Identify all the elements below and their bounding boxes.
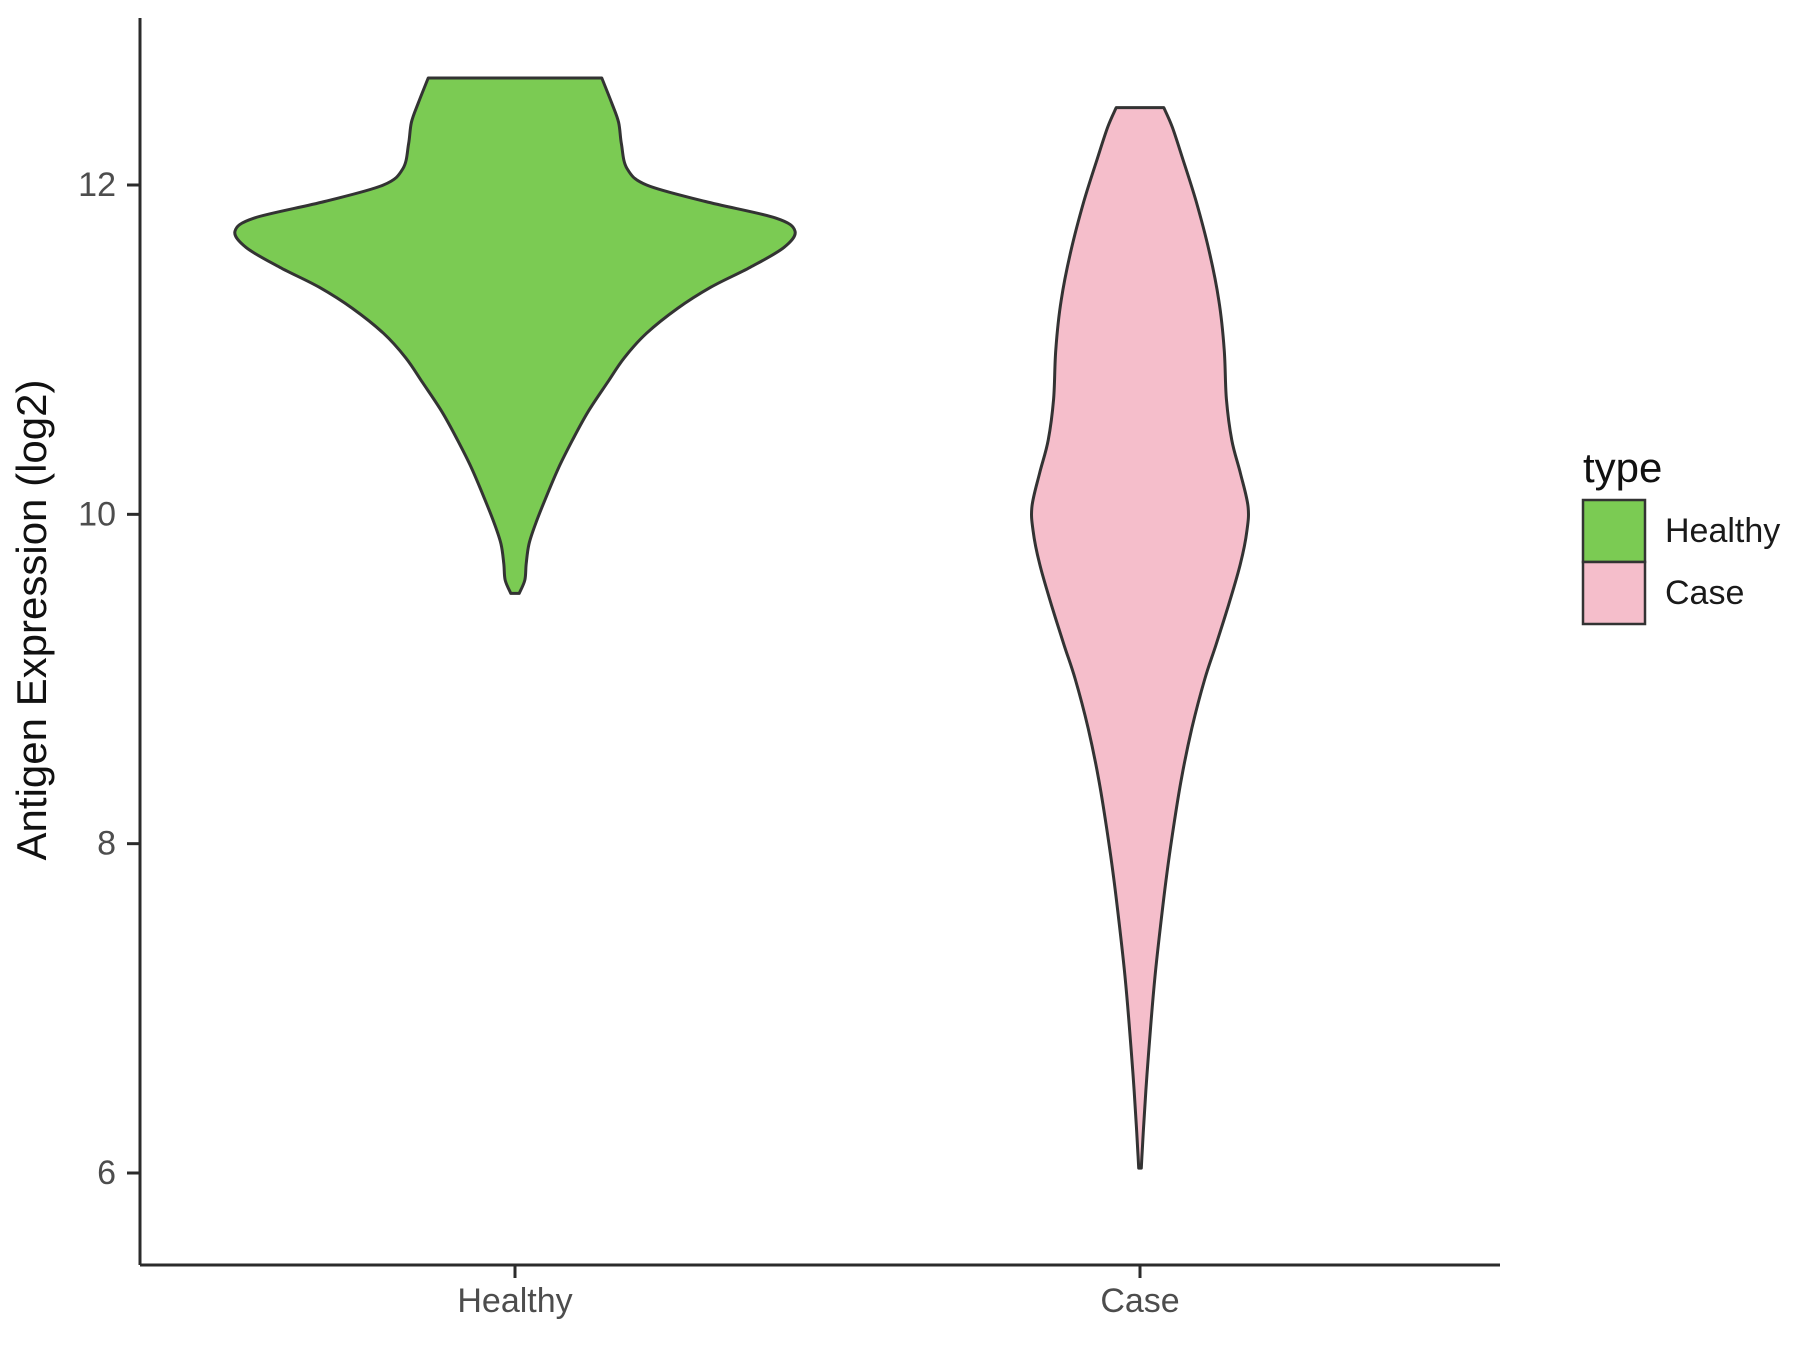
legend-label-healthy: Healthy	[1665, 512, 1780, 550]
y-axis-ticks: 6 8 10 12	[78, 166, 140, 1192]
violin-case	[1030, 106, 1250, 1170]
legend-label-case: Case	[1665, 574, 1744, 612]
y-tick-label: 10	[78, 495, 116, 533]
y-axis-title: Antigen Expression (log2)	[8, 380, 55, 861]
legend-key-case	[1581, 560, 1647, 626]
y-tick-label: 8	[97, 825, 116, 863]
legend-keys: Healthy Case	[1581, 498, 1780, 626]
violins-layer	[233, 76, 1250, 1170]
x-axis-ticks: Healthy Case	[457, 1265, 1180, 1320]
x-category-label-case: Case	[1100, 1282, 1179, 1320]
y-tick-label: 6	[97, 1154, 116, 1192]
x-category-label-healthy: Healthy	[457, 1282, 572, 1320]
legend-key-healthy	[1581, 498, 1647, 564]
legend: type Healthy Case	[1581, 444, 1780, 626]
legend-title: type	[1583, 444, 1662, 491]
violin-healthy	[233, 76, 797, 595]
y-tick-label: 12	[78, 166, 116, 204]
